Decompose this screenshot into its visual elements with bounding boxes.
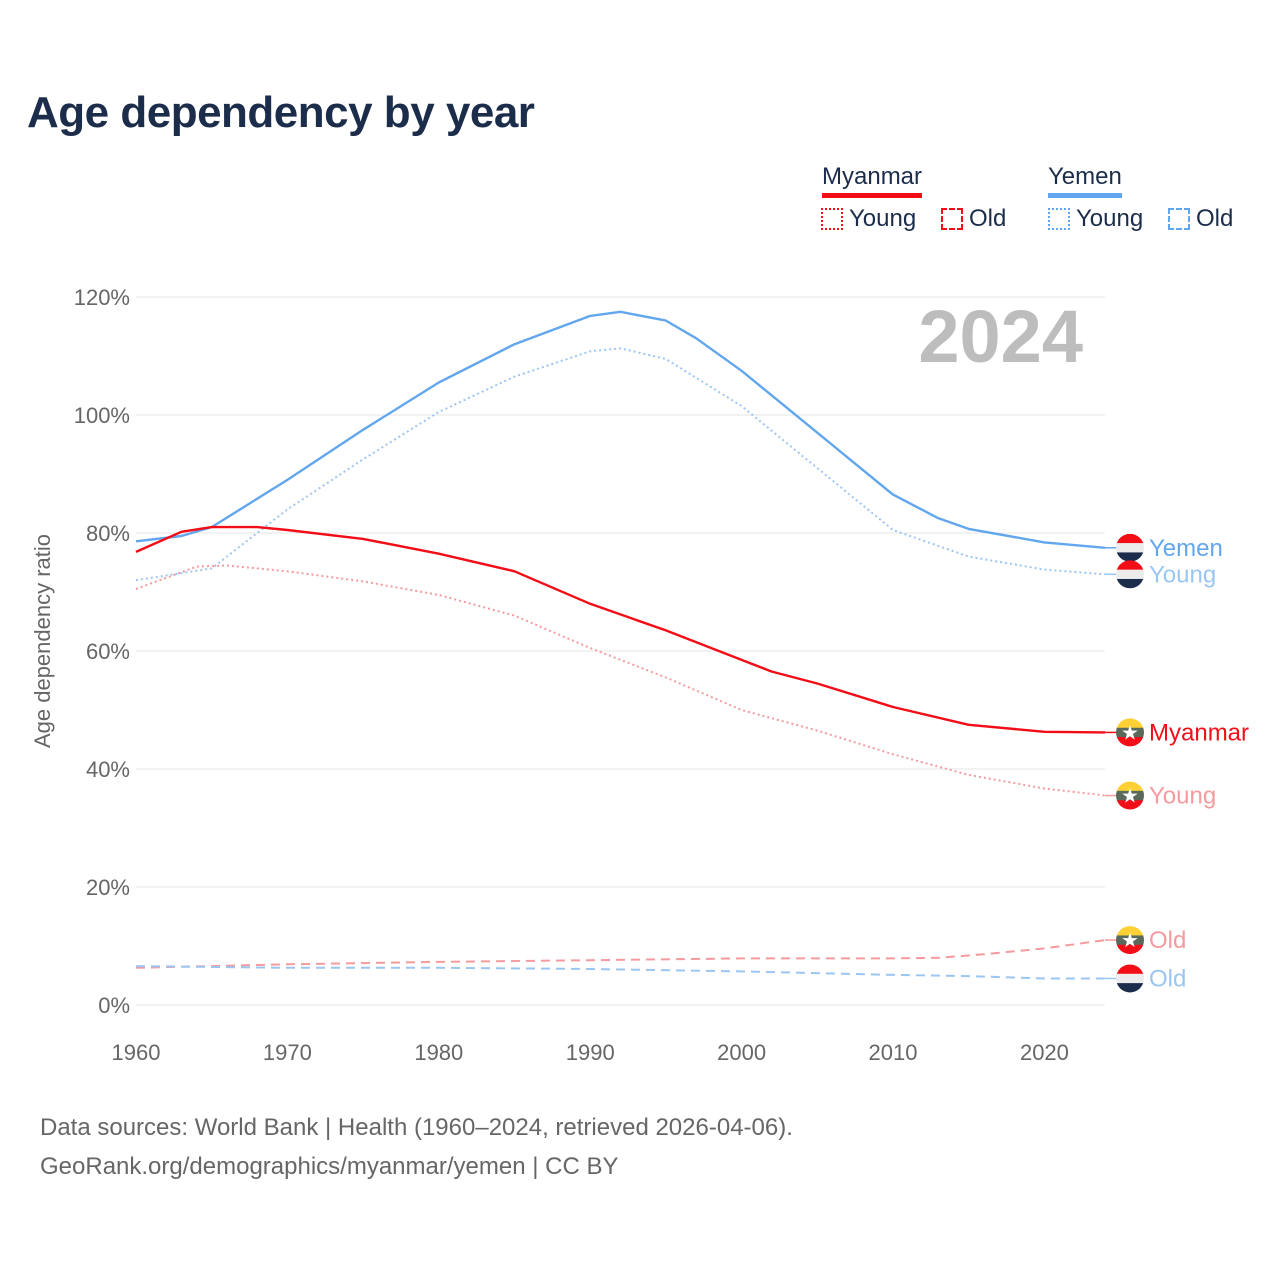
flag-stripe [1116, 543, 1144, 553]
star-icon: ★ [1121, 722, 1139, 744]
legend-label: Young [1076, 205, 1144, 232]
x-tick-label: 1990 [566, 1040, 615, 1065]
flag-stripe [1116, 964, 1144, 975]
y-tick-label: 40% [86, 757, 130, 782]
end-label: Young [1149, 561, 1216, 588]
end-label: Old [1149, 965, 1186, 992]
star-icon: ★ [1121, 930, 1139, 952]
data-sources: Data sources: World Bank | Health (1960–… [40, 1114, 793, 1141]
flag-stripe [1116, 926, 1144, 936]
myanmar-flag-icon: ★ [1116, 781, 1144, 810]
legend-label: Young [849, 205, 917, 232]
x-tick-label: 1960 [112, 1040, 161, 1065]
flag-stripe [1116, 560, 1144, 571]
year-label: 2024 [918, 295, 1083, 378]
flag-stripe [1116, 578, 1144, 589]
dotted-swatch-icon [1048, 208, 1070, 230]
legend-label: Old [1196, 205, 1234, 232]
flag-stripe [1116, 718, 1144, 729]
legend-myanmar-young: Young [821, 205, 916, 233]
end-label: Myanmar [1149, 719, 1249, 746]
myanmar-flag-icon: ★ [1116, 926, 1144, 955]
myanmar-flag-icon: ★ [1116, 718, 1144, 747]
flag-stripe [1116, 800, 1144, 810]
y-tick-label: 120% [74, 285, 130, 310]
chart-title: Age dependency by year [27, 88, 535, 137]
x-tick-label: 2000 [717, 1040, 766, 1065]
flag-stripe [1116, 781, 1144, 792]
y-axis-label: Age dependency ratio [30, 534, 55, 748]
source-link[interactable]: GeoRank.org/demographics/myanmar/yemen |… [40, 1153, 619, 1180]
y-tick-label: 20% [86, 875, 130, 900]
y-tick-label: 0% [98, 993, 130, 1018]
series-line-myanmar-young [135, 564, 1106, 797]
end-label: Young [1149, 783, 1216, 810]
dashed-swatch-icon [941, 208, 963, 230]
legend-yemen: Yemen [1048, 163, 1122, 198]
end-label: Old [1149, 927, 1186, 954]
x-tick-label: 1970 [263, 1040, 312, 1065]
series-line-myanmar-old [135, 939, 1106, 969]
series-line-myanmar [135, 525, 1106, 734]
flag-stripe [1116, 552, 1144, 562]
flag-stripe [1116, 973, 1144, 984]
y-tick-label: 60% [86, 639, 130, 664]
legend-yemen-young: Young [1048, 205, 1143, 233]
yemen-flag-icon [1116, 560, 1144, 589]
yemen-flag-icon [1116, 964, 1144, 993]
y-tick-label: 100% [74, 403, 130, 428]
legend-myanmar-old: Old [941, 205, 1006, 233]
series-line-yemen-young [135, 347, 1106, 582]
legend-yemen-old: Old [1168, 205, 1233, 233]
flag-stripe [1116, 737, 1144, 747]
flag-stripe [1116, 727, 1144, 738]
flag-stripe [1116, 935, 1144, 946]
legend-label: Old [969, 205, 1007, 232]
dotted-swatch-icon [821, 208, 843, 230]
flag-stripe [1116, 569, 1144, 580]
footer: Data sources: World Bank | Health (1960–… [40, 1108, 793, 1186]
legend-myanmar: Myanmar [822, 163, 923, 198]
y-tick-label: 80% [86, 521, 130, 546]
x-tick-label: 1980 [414, 1040, 463, 1065]
flag-stripe [1116, 790, 1144, 801]
end-label: Yemen [1149, 535, 1223, 562]
yemen-flag-icon [1116, 533, 1144, 562]
x-tick-label: 2020 [1020, 1040, 1069, 1065]
flag-stripe [1116, 533, 1144, 544]
series-line-yemen [135, 310, 1106, 549]
x-tick-label: 2010 [869, 1040, 918, 1065]
series-line-yemen-old [135, 965, 1105, 980]
star-icon: ★ [1121, 786, 1139, 808]
dashed-swatch-icon [1168, 208, 1190, 230]
flag-stripe [1116, 983, 1144, 993]
flag-stripe [1116, 944, 1144, 955]
